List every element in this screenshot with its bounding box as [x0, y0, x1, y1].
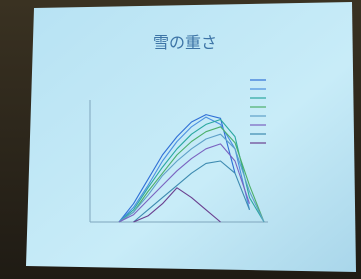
slide-photo: 雪の重さ [0, 0, 361, 279]
chart-title: 雪の重さ [153, 33, 217, 52]
